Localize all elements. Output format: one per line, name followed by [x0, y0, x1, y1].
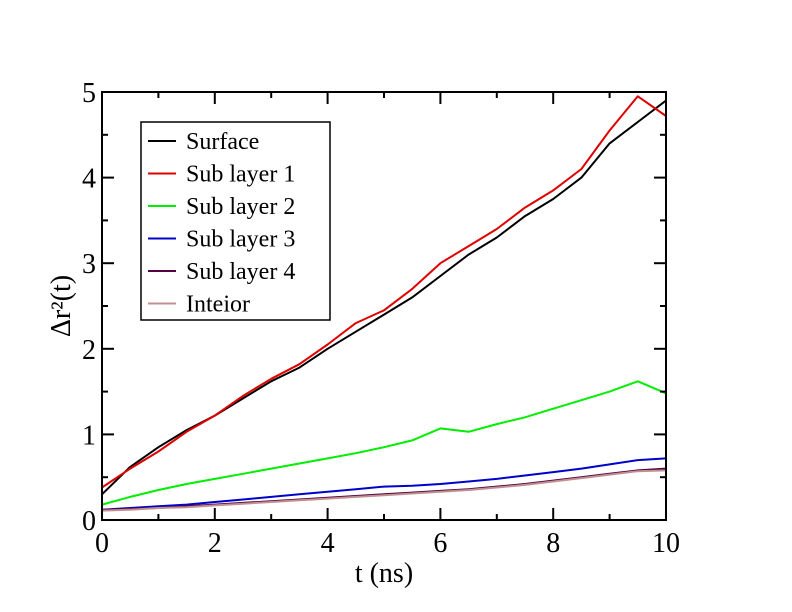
- legend-label-2: Sub layer 2: [186, 194, 295, 220]
- legend-label-3: Sub layer 3: [186, 227, 295, 253]
- y-axis-label-group: Δr²(t): [46, 275, 77, 337]
- legend-label-1: Sub layer 1: [186, 162, 295, 188]
- tick-labels-layer: 0 2 4 6 8 10 0 1 2 3 4 5: [82, 78, 680, 559]
- x-tick-label: 10: [652, 528, 680, 559]
- y-tick-label: 4: [82, 164, 96, 195]
- ticks-layer: [101, 91, 667, 521]
- series-line-2: [101, 380, 667, 506]
- x-tick-label: 2: [208, 528, 222, 559]
- series-layer: [101, 95, 667, 512]
- series-line-5: [101, 469, 667, 512]
- series-line-1: [101, 95, 667, 489]
- legend: Surface Sub layer 1 Sub layer 2 Sub layer 3…: [140, 121, 331, 321]
- y-tick-label: 2: [82, 335, 96, 366]
- y-tick-label: 1: [82, 420, 96, 451]
- series-line-3: [101, 457, 667, 511]
- legend-label-5: Inteior: [186, 292, 250, 318]
- y-tick-label: 3: [82, 249, 96, 280]
- x-tick-label: 0: [95, 528, 109, 559]
- legend-label-0: Surface: [186, 129, 259, 155]
- y-tick-label: 5: [82, 78, 96, 109]
- y-tick-label: 0: [82, 506, 96, 537]
- x-tick-label: 8: [546, 528, 560, 559]
- legend-label-4: Sub layer 4: [186, 259, 295, 285]
- legend-box: [140, 121, 331, 321]
- x-tick-label: 6: [433, 528, 447, 559]
- x-tick-label: 4: [321, 528, 335, 559]
- y-axis-label: Δr²(t): [46, 275, 77, 337]
- x-axis-label: t (ns): [355, 558, 413, 589]
- legend-entries: Surface Sub layer 1 Sub layer 2 Sub layer 3…: [148, 129, 295, 318]
